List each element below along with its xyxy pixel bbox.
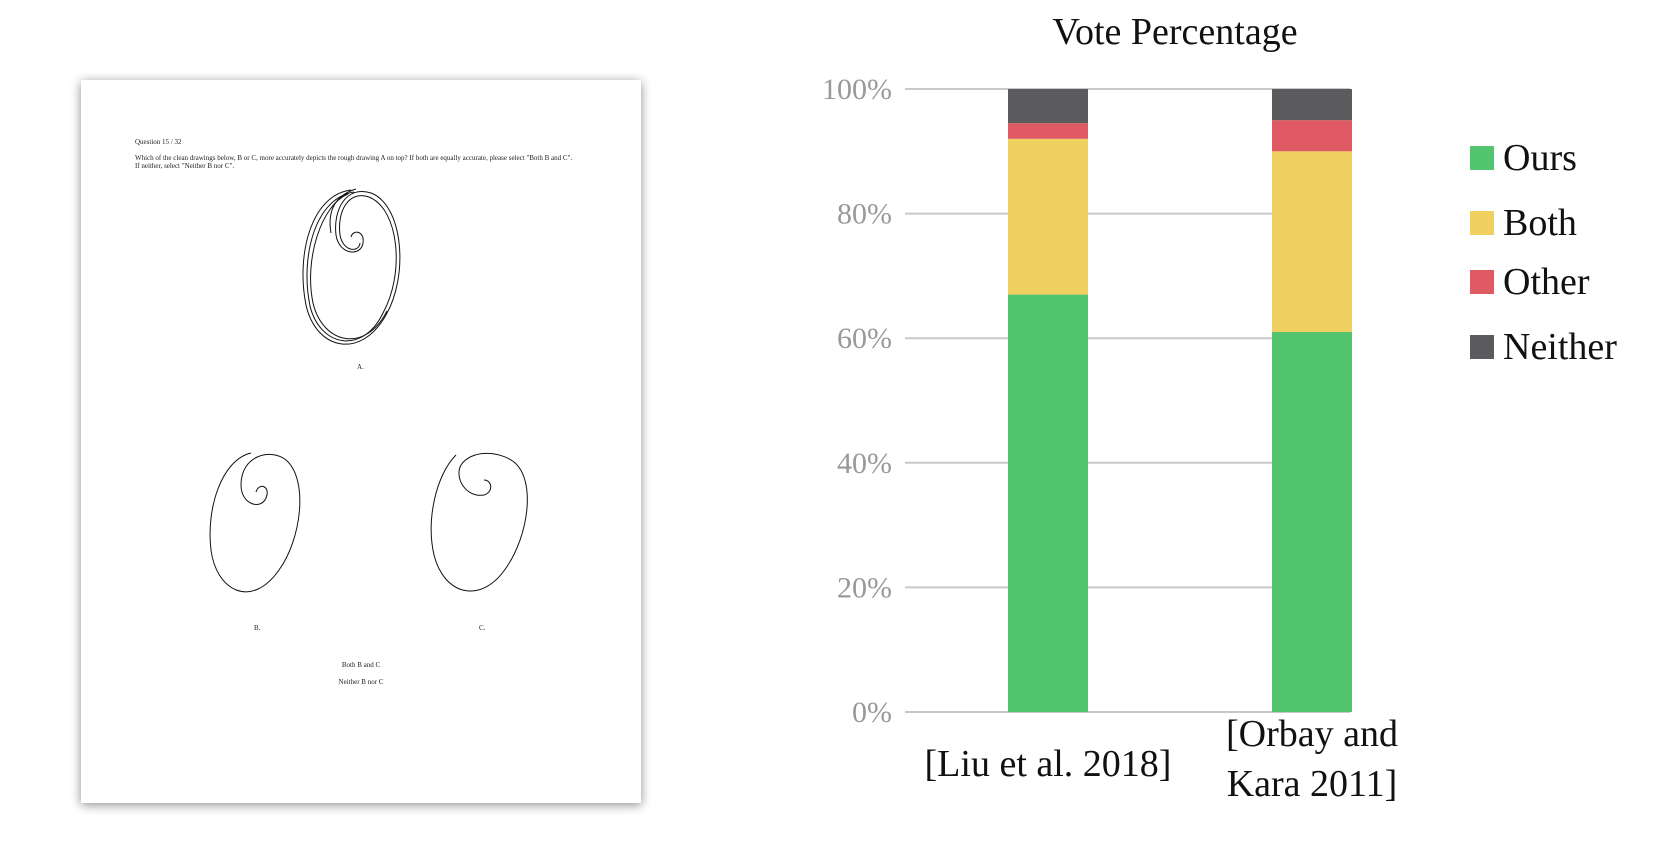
legend-label-other: Other — [1503, 261, 1590, 303]
clean-drawing-b — [209, 452, 301, 593]
category-label-0: [Liu et al. 2018] — [925, 743, 1172, 785]
bar-segment-neither-1 — [1272, 89, 1352, 121]
y-tick-label: 80% — [837, 198, 892, 231]
legend-label-both: Both — [1503, 202, 1577, 244]
bar-segment-ours-1 — [1272, 331, 1352, 712]
bar-segment-ours-0 — [1008, 294, 1088, 712]
y-tick-label: 100% — [822, 73, 892, 106]
legend-swatch-other — [1470, 270, 1494, 294]
label-b: B. — [254, 624, 261, 632]
y-tick-label: 40% — [837, 447, 892, 480]
bar-segment-other-0 — [1008, 123, 1088, 139]
legend-label-ours: Ours — [1503, 137, 1577, 179]
legend-label-neither: Neither — [1503, 326, 1617, 368]
label-c: C. — [479, 624, 486, 632]
category-label-1: [Orbay and — [1226, 713, 1398, 755]
label-a: A. — [357, 363, 364, 371]
legend-swatch-both — [1470, 211, 1494, 235]
clean-drawing-c — [430, 452, 528, 592]
rough-drawing-a — [302, 188, 401, 345]
bar-segment-both-0 — [1008, 138, 1088, 295]
bar-segment-both-1 — [1272, 151, 1352, 332]
bar-segment-neither-0 — [1008, 89, 1088, 124]
legend-swatch-neither — [1470, 335, 1494, 359]
y-tick-label: 0% — [852, 696, 892, 729]
option-both-button[interactable]: Both B and C — [341, 661, 381, 669]
survey-page: Question 15 / 32 Which of the clean draw… — [81, 80, 641, 803]
chart-title: Vote Percentage — [1052, 11, 1297, 53]
category-label-1: Kara 2011] — [1227, 763, 1398, 805]
y-tick-label: 60% — [837, 322, 892, 355]
option-neither-button[interactable]: Neither B nor C — [338, 678, 384, 686]
question-number: Question 15 / 32 — [135, 138, 182, 146]
question-text: Which of the clean drawings below, B or … — [135, 154, 573, 170]
legend-swatch-ours — [1470, 146, 1494, 170]
y-tick-label: 20% — [837, 571, 892, 604]
chart-svg: Vote Percentage 0% 20% 40% 60% 80% 100% [Liu … — [822, 11, 1617, 805]
vote-percentage-chart: Vote Percentage 0% 20% 40% 60% 80% 100% [Liu … — [800, 0, 1657, 866]
bar-segment-other-1 — [1272, 120, 1352, 152]
